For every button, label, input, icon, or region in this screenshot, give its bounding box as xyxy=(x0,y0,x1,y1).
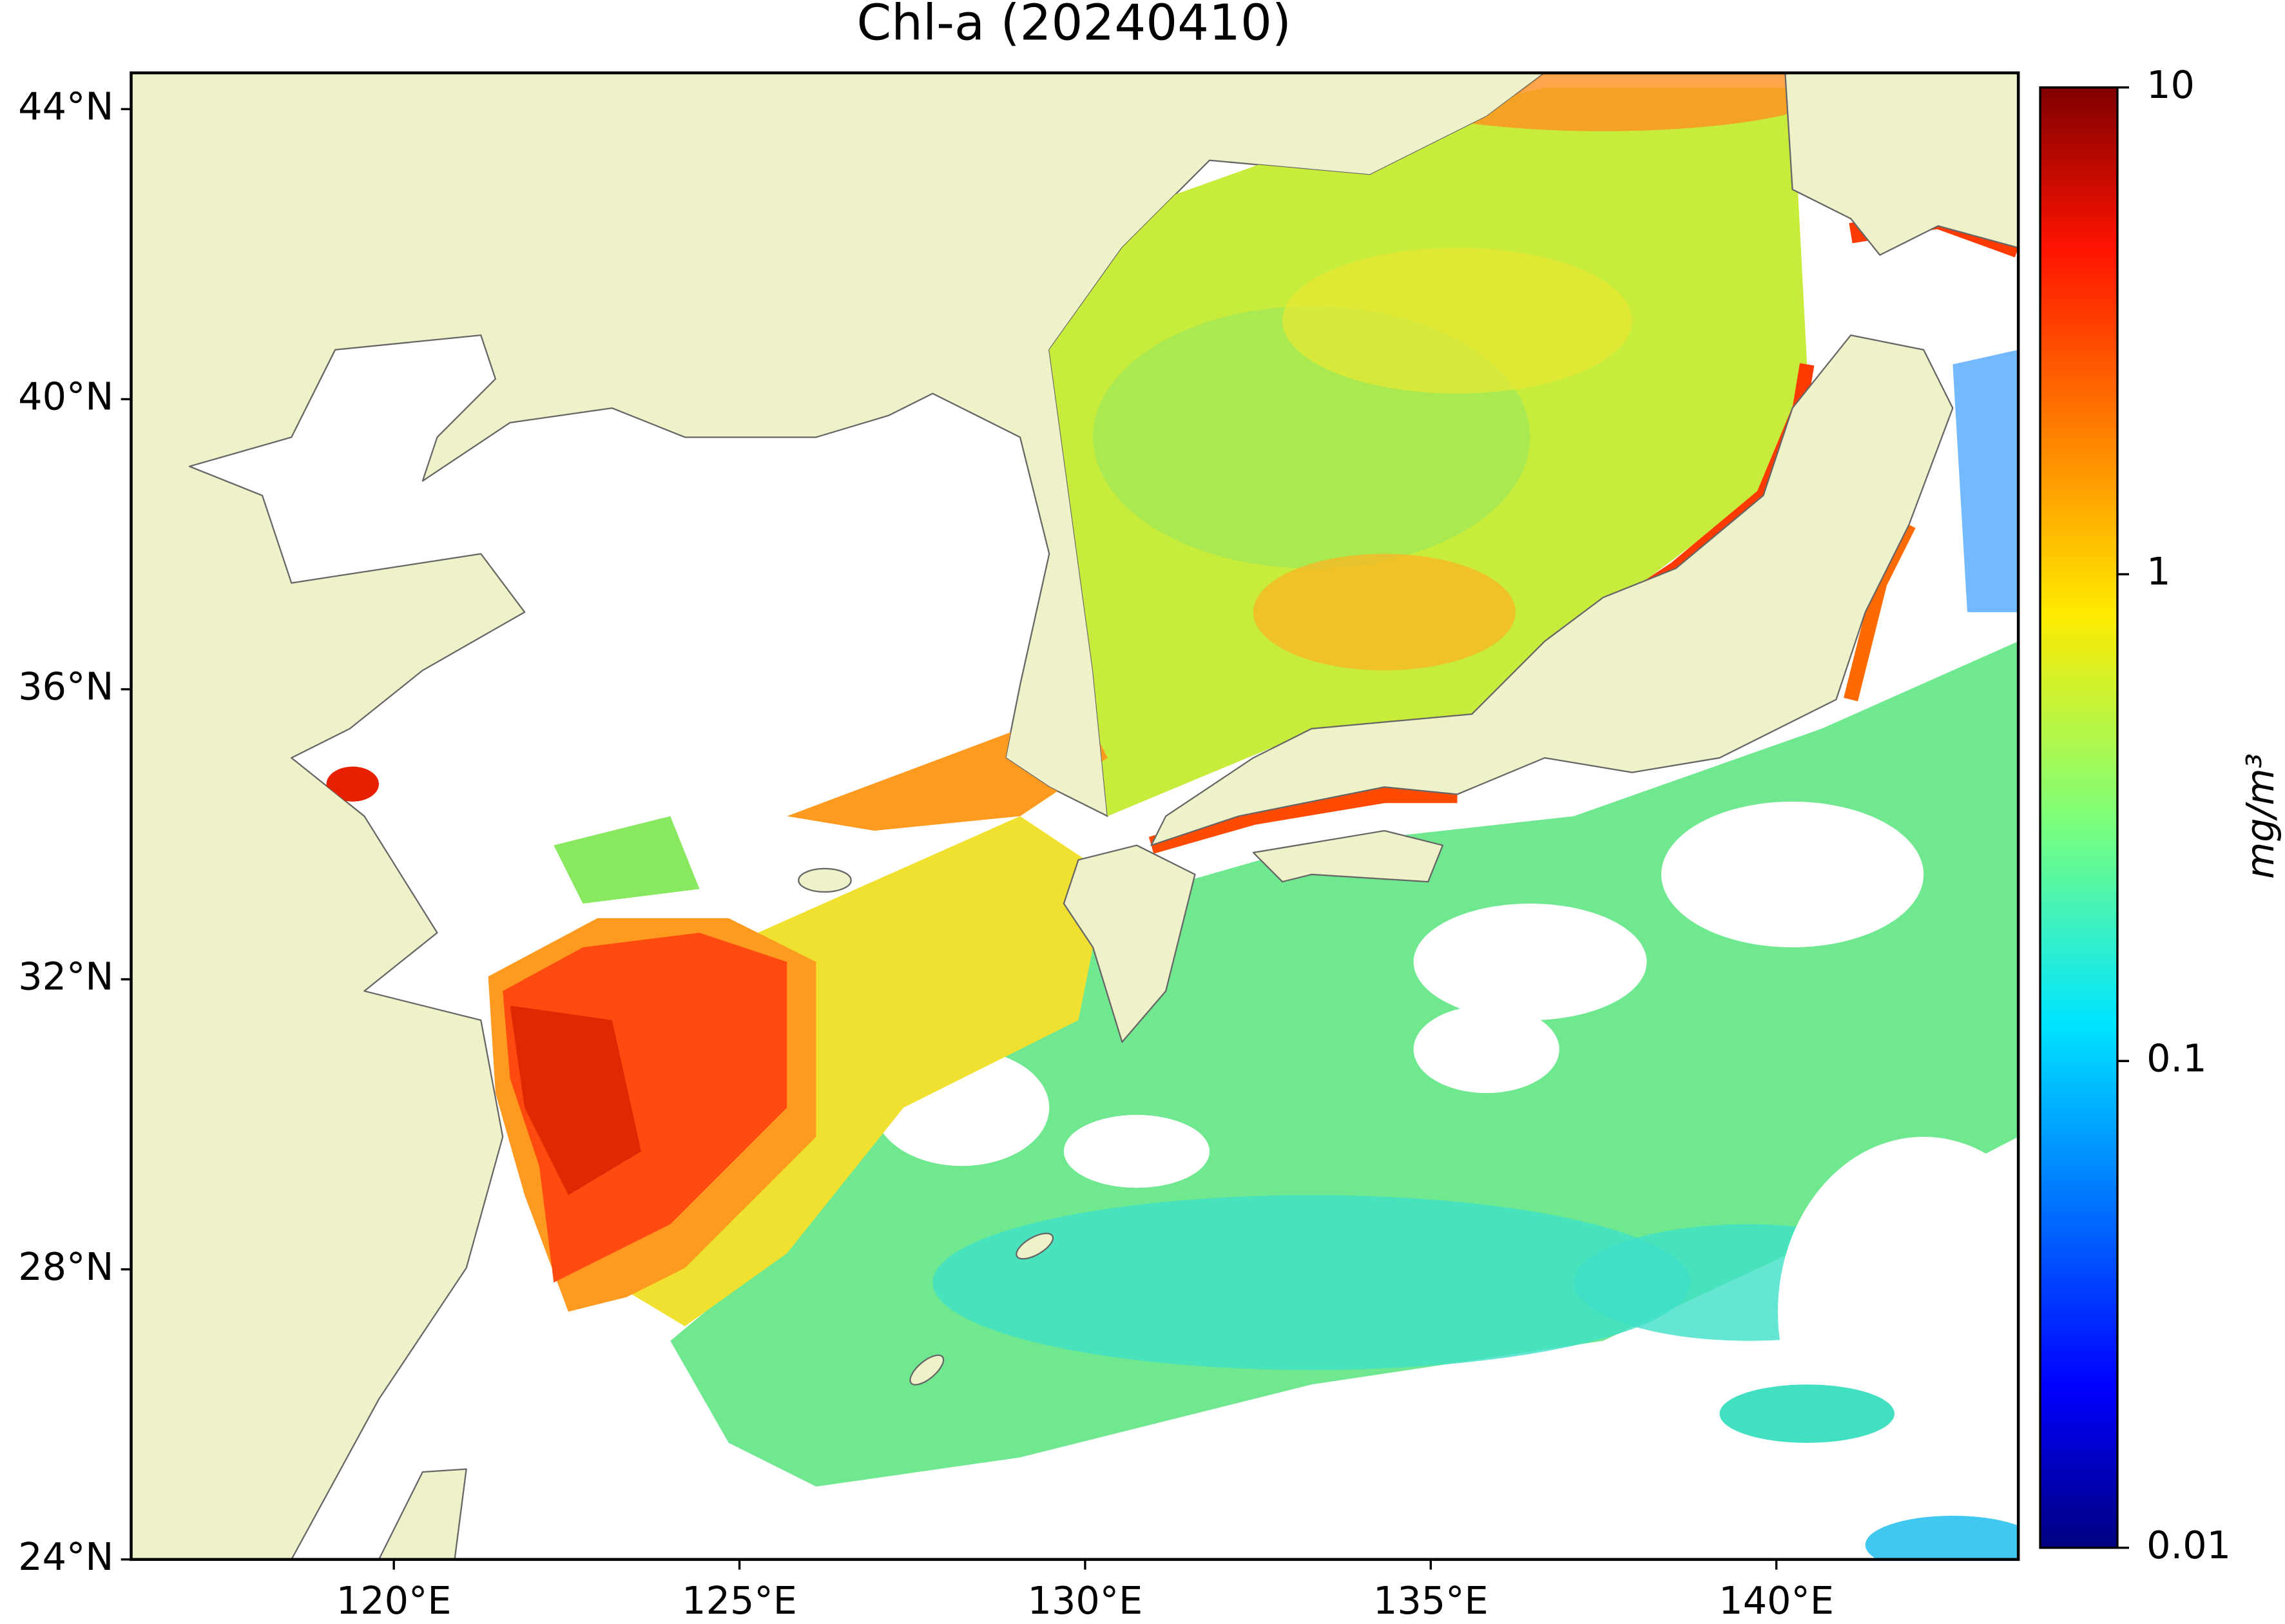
x-tick-label: 125°E xyxy=(682,1578,797,1623)
y-tick-label: 28°N xyxy=(18,1244,113,1289)
kyushu xyxy=(1063,844,1196,1043)
island xyxy=(909,1354,945,1386)
colorbar-tick-label: 0.01 xyxy=(2146,1523,2231,1567)
colorbar: mg/m³ xyxy=(2039,86,2282,1549)
colorbar-label: mg/m³ xyxy=(2238,753,2282,879)
colorbar-tick-label: 10 xyxy=(2146,63,2195,107)
field-patch xyxy=(1865,1515,2019,1560)
field-patch xyxy=(932,1195,1691,1370)
honshu xyxy=(1150,334,1954,846)
island xyxy=(1016,1232,1054,1260)
plume-core xyxy=(510,1005,642,1195)
map xyxy=(130,71,2020,1561)
colorbar-tick-label: 0.1 xyxy=(2146,1036,2206,1080)
x-tick-label: 140°E xyxy=(1719,1578,1834,1623)
y-tick-label: 44°N xyxy=(18,84,113,128)
title: Chl-a (20240410) xyxy=(857,0,1291,52)
y-tick-label: 24°N xyxy=(18,1534,113,1579)
coastal-bloom xyxy=(326,766,379,802)
field-patch xyxy=(1253,554,1516,671)
field-patch xyxy=(1719,1384,1895,1443)
jeju xyxy=(798,867,852,893)
y-tick-label: 32°N xyxy=(18,954,113,999)
chlorophyll-field xyxy=(326,73,2019,1560)
field-patch xyxy=(554,816,700,904)
cloud xyxy=(1413,1005,1559,1094)
x-tick-label: 130°E xyxy=(1028,1578,1143,1623)
y-tick-label: 40°N xyxy=(18,374,113,419)
y-tick-label: 36°N xyxy=(18,664,113,709)
colorbar-tick-label: 1 xyxy=(2146,549,2170,594)
coastal-bloom xyxy=(1148,785,1458,854)
cloud xyxy=(1063,1115,1210,1188)
shikoku xyxy=(1252,829,1443,883)
colorbar-ramp xyxy=(2039,86,2119,1549)
x-tick-label: 135°E xyxy=(1373,1578,1489,1623)
x-tick-label: 120°E xyxy=(336,1578,452,1623)
field-patch xyxy=(1952,349,2019,612)
cloud xyxy=(1413,904,1647,1021)
field-patch xyxy=(1282,247,1632,394)
cloud xyxy=(1661,801,1924,947)
map-frame xyxy=(130,71,2020,1561)
